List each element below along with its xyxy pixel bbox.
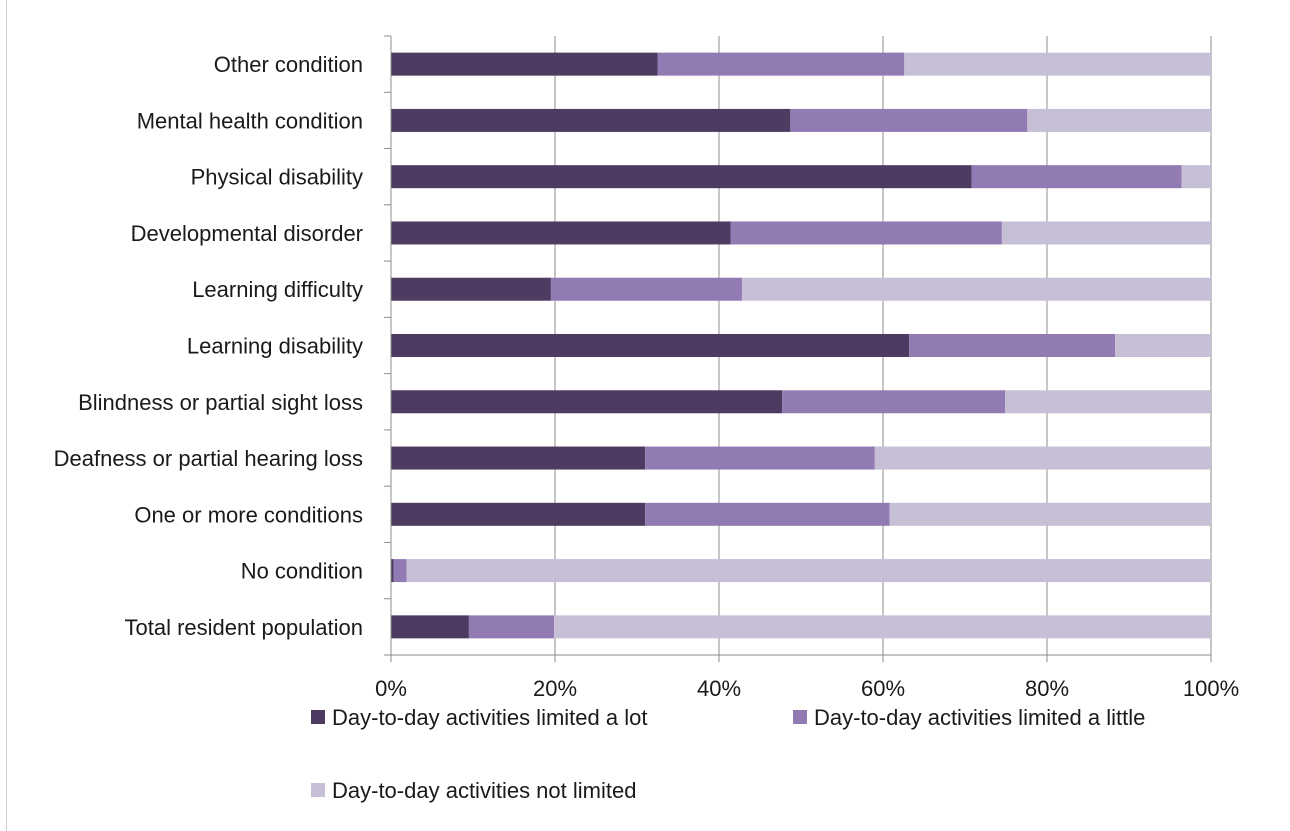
bar-deafness-or-partial-hearing-loss-series-1 bbox=[391, 446, 646, 470]
bar-developmental-disorder-series-1 bbox=[391, 221, 731, 245]
category-label-learning-disability: Learning disability bbox=[187, 334, 363, 359]
bar-learning-difficulty-series-3 bbox=[741, 277, 1211, 301]
x-tick-label: 0% bbox=[375, 676, 407, 701]
legend: Day-to-day activities limited a lot Day-t… bbox=[311, 705, 1145, 803]
bar-other-condition-series-1 bbox=[391, 52, 658, 76]
bar-learning-difficulty-series-1 bbox=[391, 277, 551, 301]
bar-other-condition-series-2 bbox=[657, 52, 905, 76]
legend-label-3: Day-to-day activities not limited bbox=[332, 778, 636, 803]
category-label-one-or-more-conditions: One or more conditions bbox=[134, 502, 363, 527]
bar-one-or-more-conditions-series-2 bbox=[645, 502, 890, 526]
bar-blindness-or-partial-sight-loss-series-1 bbox=[391, 390, 783, 414]
legend-label-2: Day-to-day activities limited a little bbox=[814, 705, 1145, 730]
bar-physical-disability-series-3 bbox=[1181, 165, 1211, 189]
bar-developmental-disorder-series-2 bbox=[730, 221, 1002, 245]
bar-developmental-disorder-series-3 bbox=[1001, 221, 1211, 245]
legend-label-1: Day-to-day activities limited a lot bbox=[332, 705, 647, 730]
category-label-deafness-or-partial-hearing-loss: Deafness or partial hearing loss bbox=[54, 446, 363, 471]
x-tick-label: 60% bbox=[861, 676, 905, 701]
category-label-blindness-or-partial-sight-loss: Blindness or partial sight loss bbox=[78, 390, 363, 415]
bar-physical-disability-series-1 bbox=[391, 165, 972, 189]
bar-learning-difficulty-series-2 bbox=[550, 277, 742, 301]
legend-swatch-2 bbox=[793, 710, 807, 724]
bar-physical-disability-series-2 bbox=[971, 165, 1182, 189]
bar-no-condition-series-1 bbox=[391, 559, 394, 583]
x-tick-labels: 0% 20% 40% 60% 80% 100% bbox=[375, 676, 1239, 701]
bar-one-or-more-conditions-series-3 bbox=[889, 502, 1211, 526]
category-label-developmental-disorder: Developmental disorder bbox=[131, 221, 363, 246]
category-label-learning-difficulty: Learning difficulty bbox=[192, 277, 363, 302]
bar-deafness-or-partial-hearing-loss-series-3 bbox=[874, 446, 1211, 470]
bar-deafness-or-partial-hearing-loss-series-2 bbox=[645, 446, 875, 470]
bar-mental-health-condition-series-2 bbox=[790, 108, 1028, 132]
chart-frame-line bbox=[6, 0, 7, 831]
category-label-physical-disability: Physical disability bbox=[191, 165, 363, 190]
bar-one-or-more-conditions-series-1 bbox=[391, 502, 646, 526]
bar-other-condition-series-3 bbox=[904, 52, 1211, 76]
legend-swatch-1 bbox=[311, 710, 325, 724]
bar-mental-health-condition-series-3 bbox=[1027, 108, 1211, 132]
category-labels: Other condition Mental health condition Ph… bbox=[54, 52, 363, 640]
x-tick-label: 40% bbox=[697, 676, 741, 701]
bar-blindness-or-partial-sight-loss-series-2 bbox=[782, 390, 1006, 414]
bar-learning-disability-series-3 bbox=[1115, 334, 1211, 357]
bar-learning-disability-series-1 bbox=[391, 334, 910, 357]
bar-no-condition-series-2 bbox=[393, 559, 407, 583]
axes bbox=[384, 35, 1212, 662]
bar-total-resident-population-series-3 bbox=[554, 615, 1211, 639]
category-label-mental-health-condition: Mental health condition bbox=[137, 108, 363, 133]
bar-total-resident-population-series-2 bbox=[468, 615, 555, 639]
bar-blindness-or-partial-sight-loss-series-3 bbox=[1005, 390, 1211, 414]
legend-swatch-3 bbox=[311, 783, 325, 797]
x-tick-label: 100% bbox=[1183, 676, 1239, 701]
bar-total-resident-population-series-1 bbox=[391, 615, 469, 639]
category-label-no-condition: No condition bbox=[241, 559, 363, 584]
bar-mental-health-condition-series-1 bbox=[391, 108, 791, 132]
bar-no-condition-series-3 bbox=[406, 559, 1212, 583]
category-label-total-resident-population: Total resident population bbox=[125, 615, 364, 640]
x-tick-label: 80% bbox=[1025, 676, 1069, 701]
category-label-other-condition: Other condition bbox=[214, 52, 363, 77]
x-tick-label: 20% bbox=[533, 676, 577, 701]
bars bbox=[391, 52, 1212, 639]
bar-learning-disability-series-2 bbox=[909, 334, 1116, 357]
